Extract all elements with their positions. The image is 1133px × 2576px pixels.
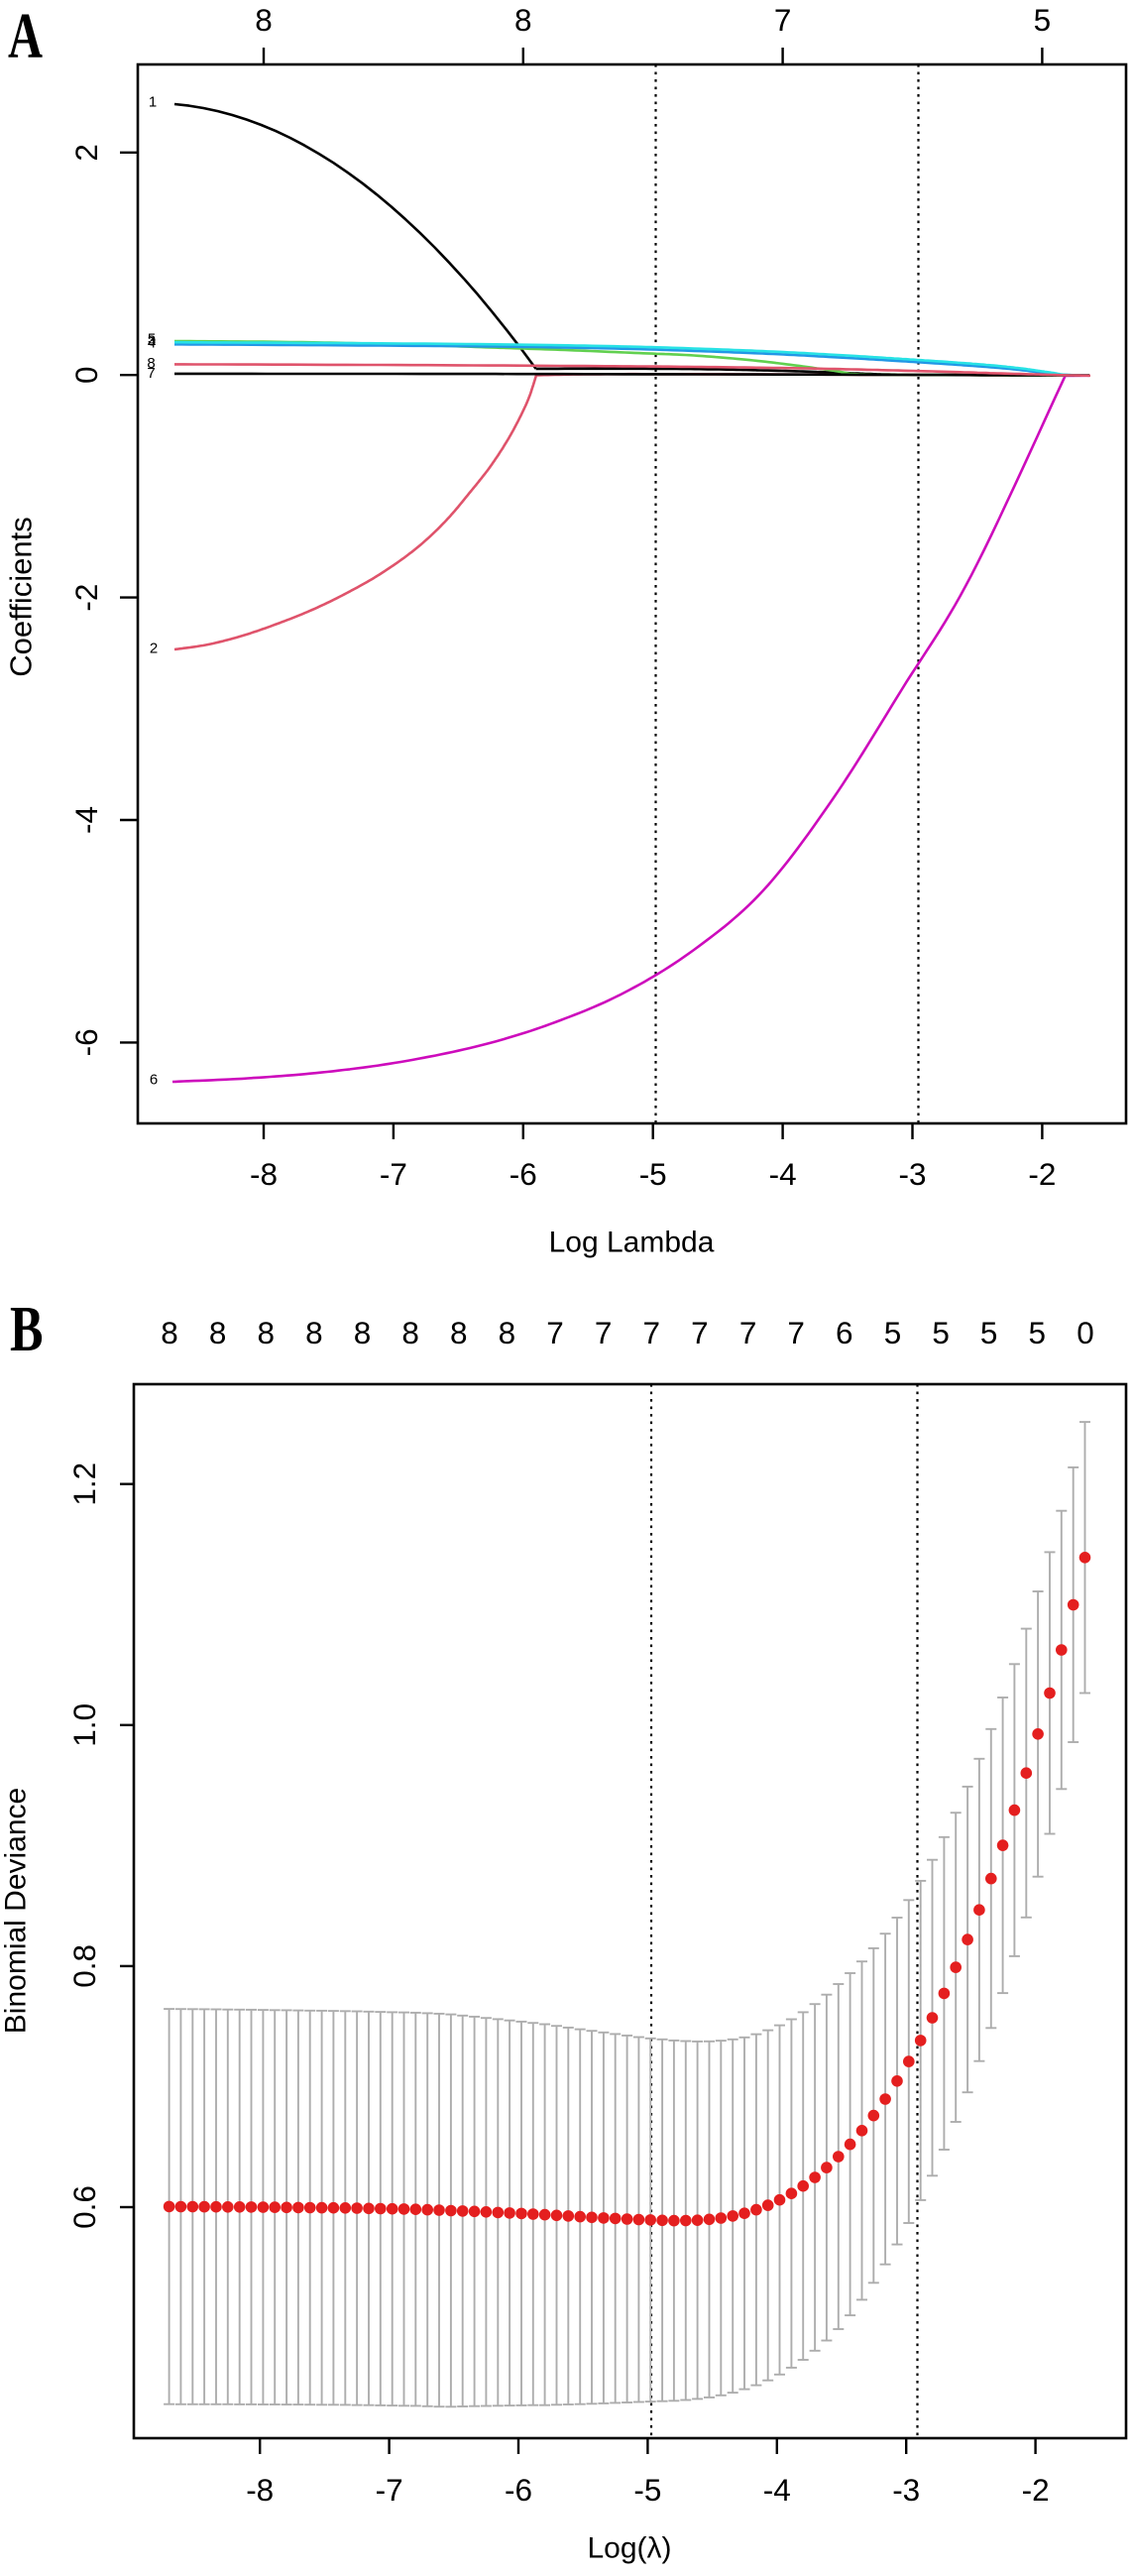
svg-text:7: 7 bbox=[787, 1315, 805, 1350]
svg-text:8: 8 bbox=[354, 1315, 372, 1350]
svg-text:-2: -2 bbox=[1022, 2472, 1050, 2508]
svg-text:6: 6 bbox=[150, 1072, 158, 1089]
svg-text:8: 8 bbox=[450, 1315, 468, 1350]
svg-text:1.0: 1.0 bbox=[66, 1703, 102, 1747]
svg-text:8: 8 bbox=[209, 1315, 227, 1350]
svg-text:1.2: 1.2 bbox=[66, 1463, 102, 1506]
svg-text:7: 7 bbox=[739, 1315, 757, 1350]
svg-text:0.8: 0.8 bbox=[66, 1944, 102, 1988]
svg-text:-2: -2 bbox=[1028, 1156, 1056, 1192]
svg-text:7: 7 bbox=[546, 1315, 564, 1350]
svg-text:5: 5 bbox=[932, 1315, 950, 1350]
svg-text:0: 0 bbox=[1076, 1315, 1094, 1350]
svg-text:-3: -3 bbox=[898, 1156, 926, 1192]
svg-text:2: 2 bbox=[68, 144, 104, 162]
svg-text:4: 4 bbox=[148, 335, 156, 352]
svg-text:8: 8 bbox=[514, 2, 532, 38]
svg-text:1: 1 bbox=[149, 94, 157, 111]
svg-text:-4: -4 bbox=[68, 806, 104, 834]
svg-text:8: 8 bbox=[255, 2, 273, 38]
svg-text:-6: -6 bbox=[68, 1028, 104, 1056]
svg-text:-6: -6 bbox=[505, 2472, 532, 2508]
svg-text:-3: -3 bbox=[892, 2472, 920, 2508]
svg-text:5: 5 bbox=[980, 1315, 998, 1350]
svg-text:8: 8 bbox=[499, 1315, 516, 1350]
svg-text:Log Lambda: Log Lambda bbox=[549, 1227, 715, 1259]
svg-text:Log(λ): Log(λ) bbox=[587, 2532, 671, 2565]
svg-text:-6: -6 bbox=[510, 1156, 537, 1192]
svg-text:3: 3 bbox=[148, 333, 156, 350]
svg-text:8: 8 bbox=[305, 1315, 323, 1350]
svg-text:B: B bbox=[10, 1293, 44, 1365]
svg-text:-4: -4 bbox=[763, 2472, 791, 2508]
svg-text:8: 8 bbox=[161, 1315, 178, 1350]
svg-text:-5: -5 bbox=[639, 1156, 667, 1192]
svg-text:8: 8 bbox=[401, 1315, 419, 1350]
svg-text:7: 7 bbox=[147, 365, 155, 382]
svg-text:-7: -7 bbox=[376, 2472, 403, 2508]
svg-text:-2: -2 bbox=[68, 584, 104, 612]
svg-text:-5: -5 bbox=[633, 2472, 661, 2508]
svg-text:Binomial Deviance: Binomial Deviance bbox=[0, 1788, 33, 2034]
svg-text:8: 8 bbox=[258, 1315, 276, 1350]
svg-text:0: 0 bbox=[68, 366, 104, 384]
svg-text:5: 5 bbox=[1034, 2, 1052, 38]
svg-text:7: 7 bbox=[643, 1315, 661, 1350]
svg-text:-8: -8 bbox=[250, 1156, 278, 1192]
svg-text:A: A bbox=[8, 0, 43, 72]
svg-text:7: 7 bbox=[774, 2, 792, 38]
svg-text:-4: -4 bbox=[769, 1156, 797, 1192]
svg-text:5: 5 bbox=[148, 331, 156, 348]
svg-text:6: 6 bbox=[836, 1315, 853, 1350]
svg-text:7: 7 bbox=[595, 1315, 613, 1350]
svg-text:8: 8 bbox=[147, 355, 155, 372]
svg-text:-8: -8 bbox=[246, 2472, 274, 2508]
svg-text:-7: -7 bbox=[380, 1156, 407, 1192]
svg-text:7: 7 bbox=[691, 1315, 709, 1350]
svg-text:5: 5 bbox=[884, 1315, 902, 1350]
svg-text:Coefficients: Coefficients bbox=[4, 517, 39, 676]
svg-text:0.6: 0.6 bbox=[66, 2185, 102, 2229]
svg-text:5: 5 bbox=[1029, 1315, 1047, 1350]
svg-text:2: 2 bbox=[150, 641, 158, 657]
